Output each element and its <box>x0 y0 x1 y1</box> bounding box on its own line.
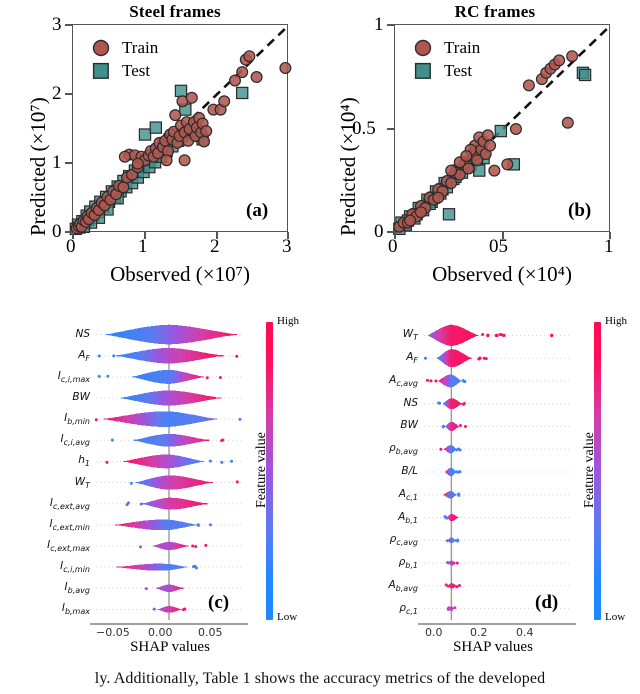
feature-label: B/L <box>401 465 418 477</box>
panel-c-colorbar-high-label: High <box>277 315 299 327</box>
panel-b-xtickmark-0 <box>394 232 396 239</box>
feature-label: Ab,avg <box>388 578 418 593</box>
panel-a-ytick-3: 3 <box>52 14 62 35</box>
panel-a-ylabel: Predicted (×10⁷) <box>26 97 50 236</box>
panel-a-ytick-1: 1 <box>52 152 62 173</box>
feature-label: AF <box>78 348 90 363</box>
panel-c-tag: (c) <box>208 592 230 613</box>
panel-b-ytick-1: 0.5 <box>352 118 376 139</box>
panel-a-xtickmark-2 <box>216 232 218 239</box>
feature-label: Ac,avg <box>389 373 418 389</box>
panel-b-ytick-0: 0 <box>374 221 384 242</box>
panel-a-ytickmark-2 <box>65 93 72 95</box>
feature-label: Ic,i,max <box>57 369 90 384</box>
feature-label: ρc,avg <box>389 533 418 548</box>
feature-label: BW <box>400 419 418 432</box>
panel-d-xtick-0: 0.0 <box>425 626 443 639</box>
panel-a-ytickmark-0 <box>65 231 72 233</box>
feature-label: WT <box>402 328 418 343</box>
panel-b-title: RC frames <box>454 2 536 21</box>
panel-b-ytickmark-0 <box>387 231 394 233</box>
panel-b-xlabel: Observed (×10⁴) <box>432 262 572 286</box>
panel-b-xtickmark-2 <box>609 232 611 239</box>
panel-a-legend-train-label: Train <box>122 38 159 57</box>
panel-a-xtickmark-1 <box>144 232 146 239</box>
feature-label: NS <box>75 327 90 340</box>
panel-b-legend-test-label: Test <box>444 61 473 80</box>
feature-label: WT <box>74 475 90 490</box>
panel-b-tag: (b) <box>568 200 592 221</box>
panel-a-ytick-2: 2 <box>52 83 62 104</box>
feature-label: Ac,1 <box>398 487 418 502</box>
panel-b-xtick-1: 05 <box>489 236 508 257</box>
feature-label: ρc,1 <box>399 601 418 616</box>
feature-label: NS <box>403 396 418 409</box>
feature-label: h1 <box>78 454 90 469</box>
panel-b-xtick-0: 0 <box>388 236 398 257</box>
page-caption-text: ly. Additionally, Table 1 shows the accu… <box>94 670 546 687</box>
panel-d-beeswarm <box>418 324 576 625</box>
panel-a-legend-test-label: Test <box>122 61 151 80</box>
panel-c-xtick-1: 0.00 <box>148 626 173 639</box>
panel-c-beeswarm <box>90 324 248 625</box>
panel-b-xtick-2: 1 <box>604 236 614 257</box>
panel-d-xtick-1: 0.2 <box>470 626 488 639</box>
panel-b-ytick-2: 1 <box>374 14 384 35</box>
panel-a-legend-test-marker <box>92 62 109 79</box>
panel-b-legend-test-marker <box>414 62 431 79</box>
panel-a-xtick-0: 0 <box>66 236 76 257</box>
feature-label: ρb,avg <box>388 442 418 457</box>
panel-a-xtickmark-3 <box>287 232 289 239</box>
panel-b-legend-train-label: Train <box>444 38 481 57</box>
panel-d-tag: (d) <box>535 592 559 613</box>
panel-b-ytickmark-1 <box>387 128 394 130</box>
panel-d-xlabel: SHAP values <box>453 639 533 655</box>
panel-d-colorbar-low-label: Low <box>605 611 626 623</box>
panel-c-colorbar <box>266 322 273 620</box>
panel-d-colorbar-high-label: High <box>605 315 627 327</box>
feature-label: Ib,max <box>61 602 90 617</box>
panel-a-ytick-0: 0 <box>52 221 62 242</box>
panel-d-colorbar <box>594 322 601 620</box>
panel-b-plot-area <box>393 24 612 236</box>
feature-label: AF <box>406 351 418 366</box>
panel-d-xtick-2: 0.4 <box>516 626 534 639</box>
panel-a-tag: (a) <box>246 200 269 221</box>
panel-c-xtick-2: 0.05 <box>198 626 223 639</box>
panel-d-colorbar-title: Feature value <box>582 432 597 508</box>
panel-c-xlabel: SHAP values <box>130 639 210 655</box>
feature-label: Ic,ext,avg <box>49 496 90 511</box>
panel-c-xtick-0: −0.05 <box>96 626 130 639</box>
feature-label: BW <box>72 391 90 403</box>
panel-a-xtick-1: 1 <box>138 236 148 257</box>
feature-label: Ic,ext,min <box>49 517 90 532</box>
feature-label: Ab,1 <box>398 510 418 525</box>
feature-label: Ic,i,min <box>60 560 90 575</box>
panel-c-colorbar-title: Feature value <box>254 432 269 508</box>
panel-b-legend-train-marker <box>414 39 432 57</box>
panel-c-colorbar-low-label: Low <box>277 611 298 623</box>
panel-a-xlabel: Observed (×10⁷) <box>110 262 250 286</box>
feature-label: Ib,avg <box>64 581 90 596</box>
panel-a-title: Steel frames <box>129 2 221 21</box>
panel-a-ytickmark-3 <box>65 24 72 26</box>
feature-label: Ic,i,avg <box>60 433 90 448</box>
panel-b-scatter <box>393 24 612 236</box>
panel-a-xtick-3: 3 <box>282 236 292 257</box>
feature-label: Ic,ext,max <box>47 539 90 554</box>
panel-b-ytickmark-2 <box>387 24 394 26</box>
feature-label: ρb,1 <box>398 556 418 571</box>
panel-b-xtickmark-1 <box>502 232 504 239</box>
panel-a-scatter <box>69 24 292 236</box>
panel-a-plot-area <box>69 24 292 236</box>
panel-a-xtickmark-0 <box>72 232 74 239</box>
panel-a-xtick-2: 2 <box>210 236 220 257</box>
panel-a-ytickmark-1 <box>65 162 72 164</box>
panel-a-legend-train-marker <box>92 39 110 57</box>
feature-label: Ib,min <box>64 412 90 427</box>
